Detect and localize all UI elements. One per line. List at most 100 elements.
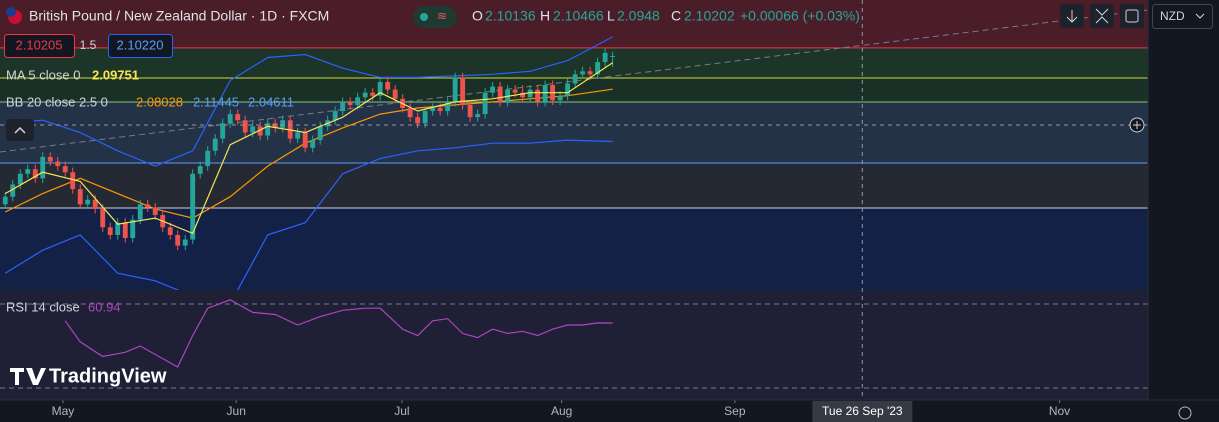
candle-body [535, 89, 541, 102]
candle-body [602, 52, 608, 63]
candle-body [272, 123, 278, 128]
candle-body [145, 204, 151, 208]
collapse-button[interactable] [6, 119, 34, 141]
ohlc-label: O [472, 8, 483, 24]
candle-body [77, 189, 83, 205]
candle-body [527, 89, 533, 98]
settings-icon[interactable] [1178, 406, 1192, 420]
buy-price[interactable]: 2.10220 [117, 37, 164, 52]
toolbar-button[interactable] [1120, 4, 1144, 28]
candle-body [137, 204, 143, 220]
candle-body [92, 199, 98, 209]
candle-body [580, 71, 586, 75]
candle-body [250, 126, 256, 133]
indicator-label[interactable]: MA 5 close 0 [6, 67, 80, 82]
candle-body [100, 208, 106, 228]
candle-body [377, 81, 383, 96]
candle-body [467, 104, 473, 118]
ohlc-value: 2.10136 [485, 8, 536, 24]
ohlc-value: 2.0948 [617, 8, 660, 24]
indicator-value: 2.09751 [92, 67, 139, 82]
candle-body [370, 92, 376, 96]
candle-body [190, 173, 196, 240]
candle-body [610, 55, 616, 57]
candle-body [32, 169, 38, 179]
candle-body [175, 234, 181, 246]
currency[interactable]: NZD [1160, 9, 1185, 23]
candle-body [415, 117, 421, 124]
candle-body [557, 95, 563, 101]
sell-button[interactable] [4, 34, 75, 58]
candle-body [205, 150, 211, 167]
candle-body [355, 97, 361, 105]
x-tick-label: Nov [1049, 404, 1070, 418]
candle-body [437, 107, 443, 112]
price-axis [1148, 0, 1219, 422]
candle-body [287, 120, 293, 139]
logo: TradingView [49, 365, 167, 387]
candle-body [422, 111, 428, 124]
indicator-value: 2.04611 [248, 94, 294, 109]
crosshair-x-label: Tue 26 Sep '23 [822, 404, 903, 418]
indicator-label[interactable]: RSI 14 close [6, 299, 80, 314]
zone [0, 208, 1148, 290]
candle-body [347, 101, 353, 105]
zone [0, 47, 1148, 79]
bb-lower [4, 139, 613, 290]
candle-body [392, 89, 398, 99]
candle-body [430, 107, 436, 112]
candle-body [490, 86, 496, 93]
candle-body [332, 111, 338, 121]
status-icon: ≋ [437, 9, 447, 23]
candle-body [227, 114, 233, 124]
toolbar-button[interactable] [1090, 4, 1114, 28]
market-status[interactable] [413, 6, 457, 28]
dropdown-icon [1195, 13, 1205, 19]
symbol[interactable]: British Pound / New Zealand Dollar · 1D … [29, 8, 329, 24]
candle-body [220, 123, 226, 139]
candle-body [460, 77, 466, 105]
candle-body [445, 101, 451, 112]
toolbar-icon [1125, 9, 1139, 23]
ma-line [4, 62, 613, 235]
ohlc-label: L [607, 8, 615, 24]
x-tick-label: Aug [551, 404, 572, 418]
candle-body [385, 81, 391, 90]
candle-body [362, 92, 368, 98]
rsi-lines [0, 299, 1148, 389]
candle-body [2, 196, 8, 205]
candle-body [340, 101, 346, 112]
indicator-label[interactable]: BB 20 close 2.5 0 [6, 94, 108, 109]
x-tick-label: May [52, 404, 75, 418]
change: +0.00066 (+0.03%) [740, 8, 860, 24]
candle-body [302, 132, 308, 148]
candle-body [520, 92, 526, 98]
candle-body [482, 92, 488, 115]
bb-upper [5, 36, 613, 167]
crosshair-x-box [812, 401, 913, 422]
candle-body [242, 120, 248, 133]
candle-body [47, 156, 53, 162]
trend-line [0, 9, 1149, 153]
candle-body [62, 166, 68, 173]
candle-body [565, 83, 571, 96]
toolbar-icon [1095, 8, 1109, 24]
candle-body [235, 114, 241, 121]
buy-button[interactable] [108, 34, 173, 58]
main-pane [2, 36, 616, 290]
currency-select[interactable] [1152, 4, 1213, 29]
candle-body [55, 161, 61, 167]
candle-body [280, 120, 286, 128]
indicator-value: 2.11445 [193, 94, 239, 109]
candle-body [182, 239, 188, 246]
candle-body [122, 222, 128, 238]
sell-price[interactable]: 2.10205 [16, 37, 63, 52]
candle-body [40, 156, 46, 179]
candle-body [17, 173, 23, 185]
collapse-icon [14, 126, 26, 134]
candle-body [257, 126, 263, 136]
indicator-value: 2.08028 [136, 94, 183, 109]
candle-body [512, 89, 518, 93]
